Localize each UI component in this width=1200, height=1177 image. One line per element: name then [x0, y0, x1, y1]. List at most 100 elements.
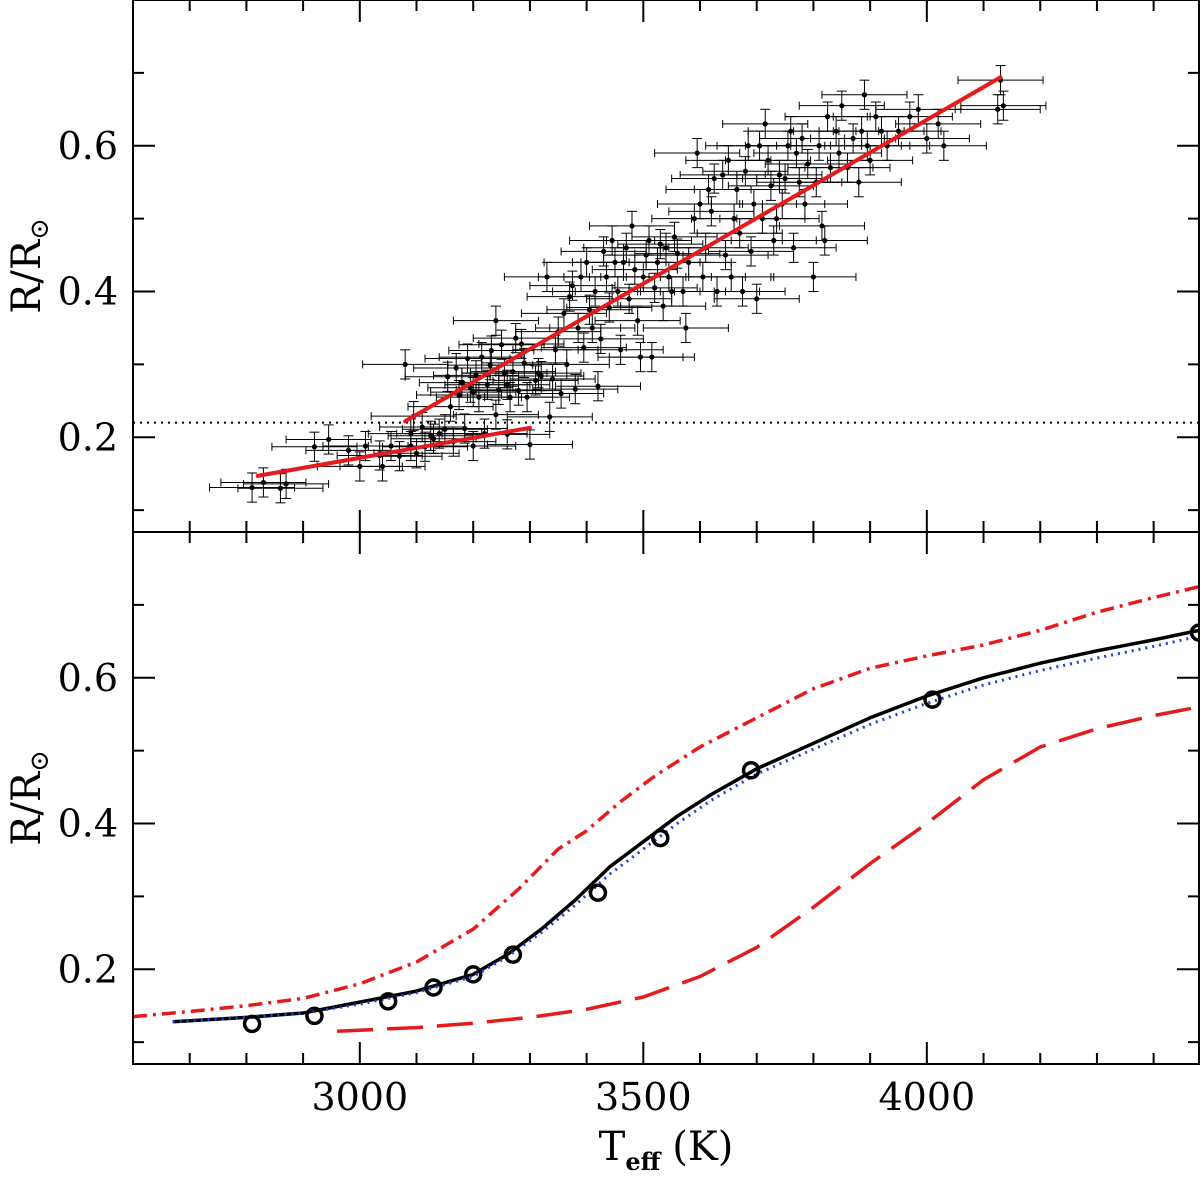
point-marker [615, 288, 621, 295]
point-marker [694, 150, 700, 156]
data-point [390, 423, 477, 454]
point-marker [836, 150, 842, 156]
point-marker [867, 157, 873, 163]
point-marker [549, 376, 556, 382]
point-marker [995, 106, 1001, 112]
data-point [654, 137, 741, 169]
point-marker [453, 365, 459, 371]
point-marker [788, 128, 794, 134]
point-marker [762, 121, 768, 127]
point-marker [799, 135, 805, 142]
point-marker [456, 392, 462, 398]
point-marker [629, 223, 635, 229]
point-marker [488, 347, 494, 354]
open-circle-marker [651, 828, 670, 848]
x-tick-label: 3500 [595, 1075, 692, 1119]
point-marker [802, 201, 808, 207]
point-marker [513, 335, 519, 341]
point-marker [632, 267, 638, 273]
point-marker [771, 237, 777, 244]
point-marker [518, 341, 525, 347]
data-point [458, 329, 545, 360]
point-marker [311, 444, 318, 450]
point-marker [447, 404, 454, 410]
data-point [441, 418, 528, 449]
top-y-axis-title: R/R⊙ [4, 218, 55, 314]
bottom-panel: 0.2 0.4 0.6 3000 3500 4000 R/R⊙ Teff (K) [4, 531, 1200, 1176]
point-marker [924, 135, 930, 142]
y-tick-label: 0.4 [58, 802, 118, 846]
data-point [430, 377, 517, 408]
data-point [549, 312, 636, 344]
data-point [688, 261, 775, 293]
point-marker [782, 175, 788, 182]
point-marker [790, 245, 797, 251]
data-point [725, 145, 812, 176]
top-plot-area [133, 65, 1199, 504]
open-circle-marker [463, 965, 483, 984]
point-marker [720, 172, 726, 178]
point-marker [589, 325, 595, 331]
point-marker [552, 347, 559, 353]
point-marker [462, 425, 468, 432]
point-marker [683, 325, 689, 331]
data-point [722, 108, 809, 139]
point-marker [708, 208, 714, 214]
point-marker [839, 103, 845, 109]
data-point [591, 254, 678, 285]
point-marker [635, 318, 641, 324]
x-tick-label: 3000 [311, 1075, 408, 1119]
point-marker [436, 431, 442, 437]
point-marker [861, 92, 868, 98]
point-marker [379, 463, 386, 470]
point-marker [498, 342, 505, 348]
data-point [713, 283, 800, 314]
data-point [781, 225, 868, 256]
x-axis-title: Teff (K) [599, 1124, 734, 1176]
point-marker [816, 143, 822, 149]
bottom-sun-symbol: ⊙ [25, 750, 55, 772]
y-tick-label: 0.6 [58, 124, 118, 168]
data-point [557, 323, 644, 354]
point-marker [558, 390, 564, 397]
data-point [960, 90, 1047, 121]
y-tick-label: 0.2 [58, 415, 118, 459]
point-marker [277, 485, 284, 491]
point-marker [493, 412, 499, 418]
y-tick-label: 0.6 [58, 656, 118, 700]
data-point [305, 435, 392, 466]
open-circle-marker [741, 761, 761, 780]
data-point [518, 378, 605, 409]
data-point [605, 225, 693, 256]
data-point [523, 349, 610, 380]
top-sun-symbol: ⊙ [25, 218, 55, 240]
data-point [815, 167, 902, 198]
point-marker [538, 373, 544, 379]
data-point [954, 94, 1041, 125]
open-circle-marker [923, 690, 942, 709]
point-marker [459, 380, 465, 386]
point-marker [564, 361, 570, 367]
data-point [900, 130, 987, 161]
top-ticks [133, 0, 1199, 532]
data-point [220, 467, 307, 498]
open-circle-marker [424, 978, 443, 997]
point-marker [657, 241, 663, 247]
fit-line-low [255, 425, 532, 478]
data-point [506, 401, 593, 432]
point-marker [739, 288, 746, 295]
data-point [682, 239, 769, 271]
fit-line-high [403, 75, 1003, 424]
data-point [529, 270, 616, 301]
data-point [608, 342, 695, 373]
point-marker [283, 481, 289, 487]
point-marker [326, 436, 332, 443]
open-circle-marker [588, 883, 608, 902]
bottom-ticks [133, 532, 1199, 1064]
point-marker [618, 347, 624, 353]
data-point [577, 334, 664, 365]
point-marker [581, 345, 587, 351]
point-marker [722, 252, 729, 258]
point-marker [915, 106, 921, 112]
